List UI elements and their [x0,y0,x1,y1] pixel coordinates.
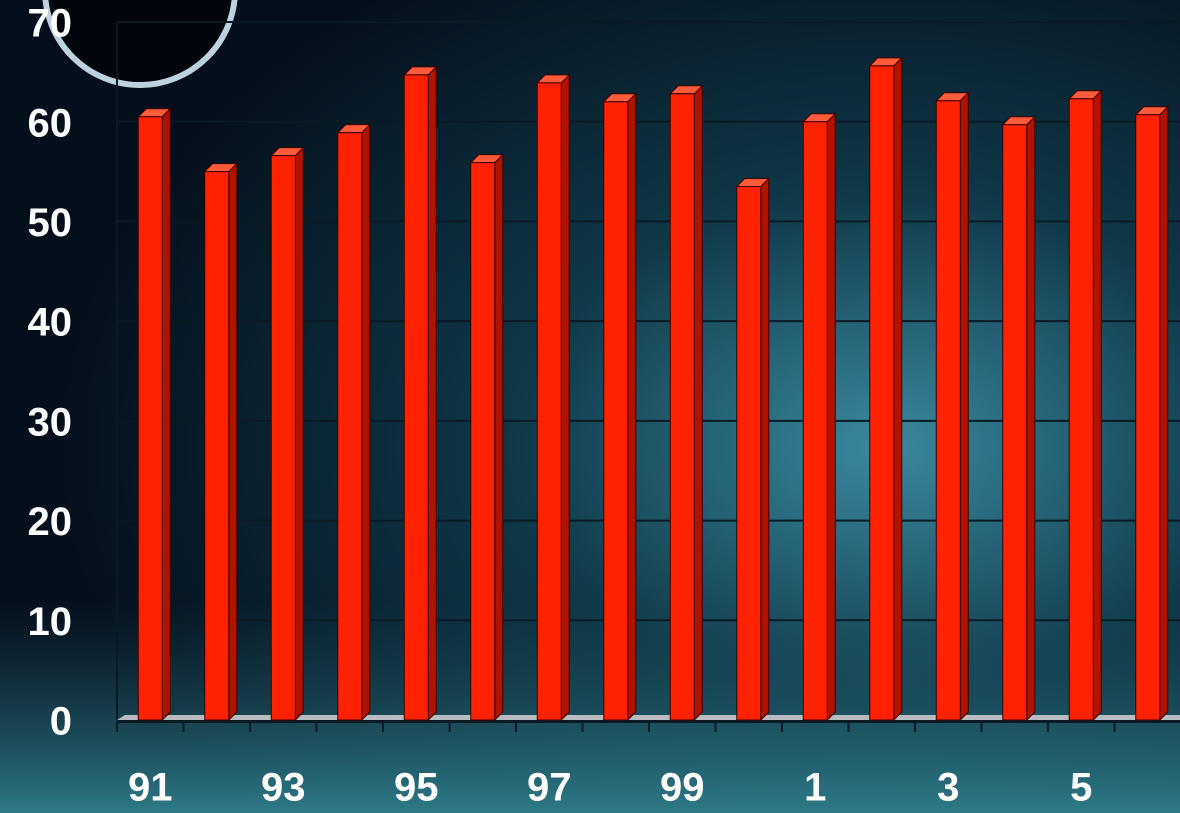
bar [403,65,438,722]
x-tick-label: 5 [1070,766,1092,810]
bar-front [536,82,562,721]
bar-side [427,65,437,722]
bar-front [603,101,629,721]
bar [868,56,903,722]
bar-side [693,84,703,722]
bar [802,112,837,722]
bar-front [802,121,828,721]
bar-side [1026,115,1036,722]
bar [1068,89,1103,722]
labels: 0 10 20 30 40 50 60 70 91 93 95 97 99 1 3 5 [28,2,1093,810]
bar-side [560,73,570,722]
bar-front [1002,124,1028,721]
bar-front [337,132,363,721]
bar-side [161,107,171,722]
y-tick-label: 60 [28,101,73,145]
x-tick-label: 99 [660,766,705,810]
bar [669,84,704,722]
bar-front [869,65,895,721]
bar [137,107,172,722]
bar-front [935,100,961,721]
bar [935,91,970,722]
bar [602,92,637,722]
bar-front [736,186,762,721]
y-tick-label: 70 [28,2,73,46]
bar [1134,105,1169,722]
y-tick-label: 10 [28,600,73,644]
x-tick-label: 93 [261,766,306,810]
background-ground [0,600,1180,813]
bar-side [1159,105,1169,722]
y-tick-label: 30 [28,400,73,444]
bar-side [826,112,836,722]
x-tick-label: 95 [394,766,439,810]
bar-side [893,56,903,722]
x-tick-label: 1 [804,766,826,810]
bar-side [627,92,637,722]
bar-side [361,123,371,722]
bar-side [228,162,238,722]
bar [1001,115,1036,722]
x-tick-label: 91 [128,766,173,810]
bar-side [494,153,504,722]
bar-side [1092,89,1102,722]
bar [735,177,770,722]
y-tick-label: 0 [50,700,72,744]
bar-front [669,93,695,721]
bar-front [137,116,163,721]
y-tick-label: 20 [28,500,73,544]
bar-front [470,162,496,721]
bar-side [294,146,304,722]
bar-front [270,155,296,721]
bar-front [1135,114,1161,721]
bar-side [760,177,770,722]
bar [203,162,238,722]
bars [137,56,1169,722]
bar-front [403,74,429,721]
bar [336,123,371,722]
bar [469,153,504,722]
planet-ring [42,0,238,88]
planet [48,0,232,82]
y-tick-label: 50 [28,201,73,245]
x-tick-label: 97 [527,766,572,810]
floor [117,715,1180,720]
y-tick-label: 40 [28,301,73,345]
bar-front [204,171,230,721]
bar-side [959,91,969,722]
bar-front [1068,98,1094,721]
bar [270,146,305,722]
bar [536,73,571,722]
x-tick-label: 3 [937,766,959,810]
